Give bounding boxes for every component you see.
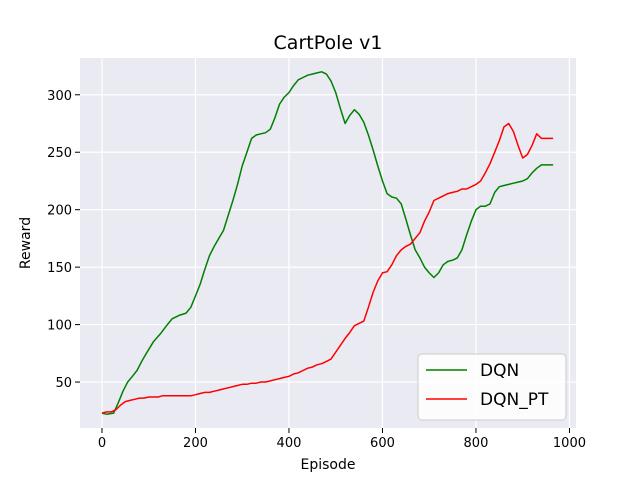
y-tick-label: 150 xyxy=(47,261,72,276)
y-tick-label: 200 xyxy=(47,204,72,219)
x-tick-label: 600 xyxy=(370,436,395,451)
y-tick-label: 250 xyxy=(47,146,72,161)
y-tick-label: 50 xyxy=(55,376,72,391)
x-tick-label: 400 xyxy=(277,436,302,451)
grid xyxy=(80,58,576,428)
y-tick-label: 100 xyxy=(47,319,72,334)
y-tick-label: 300 xyxy=(47,89,72,104)
legend: DQN DQN_PT xyxy=(417,353,567,421)
chart-title: CartPole v1 xyxy=(274,32,383,54)
legend-label-dqn-pt: DQN_PT xyxy=(480,390,549,410)
series-line-dqn xyxy=(101,71,554,415)
series-lines xyxy=(101,71,554,415)
x-tick-label: 1000 xyxy=(553,436,586,451)
x-tick-label: 0 xyxy=(98,436,106,451)
legend-label-dqn: DQN xyxy=(480,361,519,381)
axis-ticks: 0 200 400 600 800 1000 50 100 150 200 250 300 xyxy=(47,89,586,451)
series-line-dqn-pt xyxy=(101,122,554,414)
y-axis-label: Reward xyxy=(18,217,34,269)
x-tick-label: 200 xyxy=(183,436,208,451)
x-axis-label: Episode xyxy=(301,457,356,473)
x-tick-label: 800 xyxy=(464,436,489,451)
